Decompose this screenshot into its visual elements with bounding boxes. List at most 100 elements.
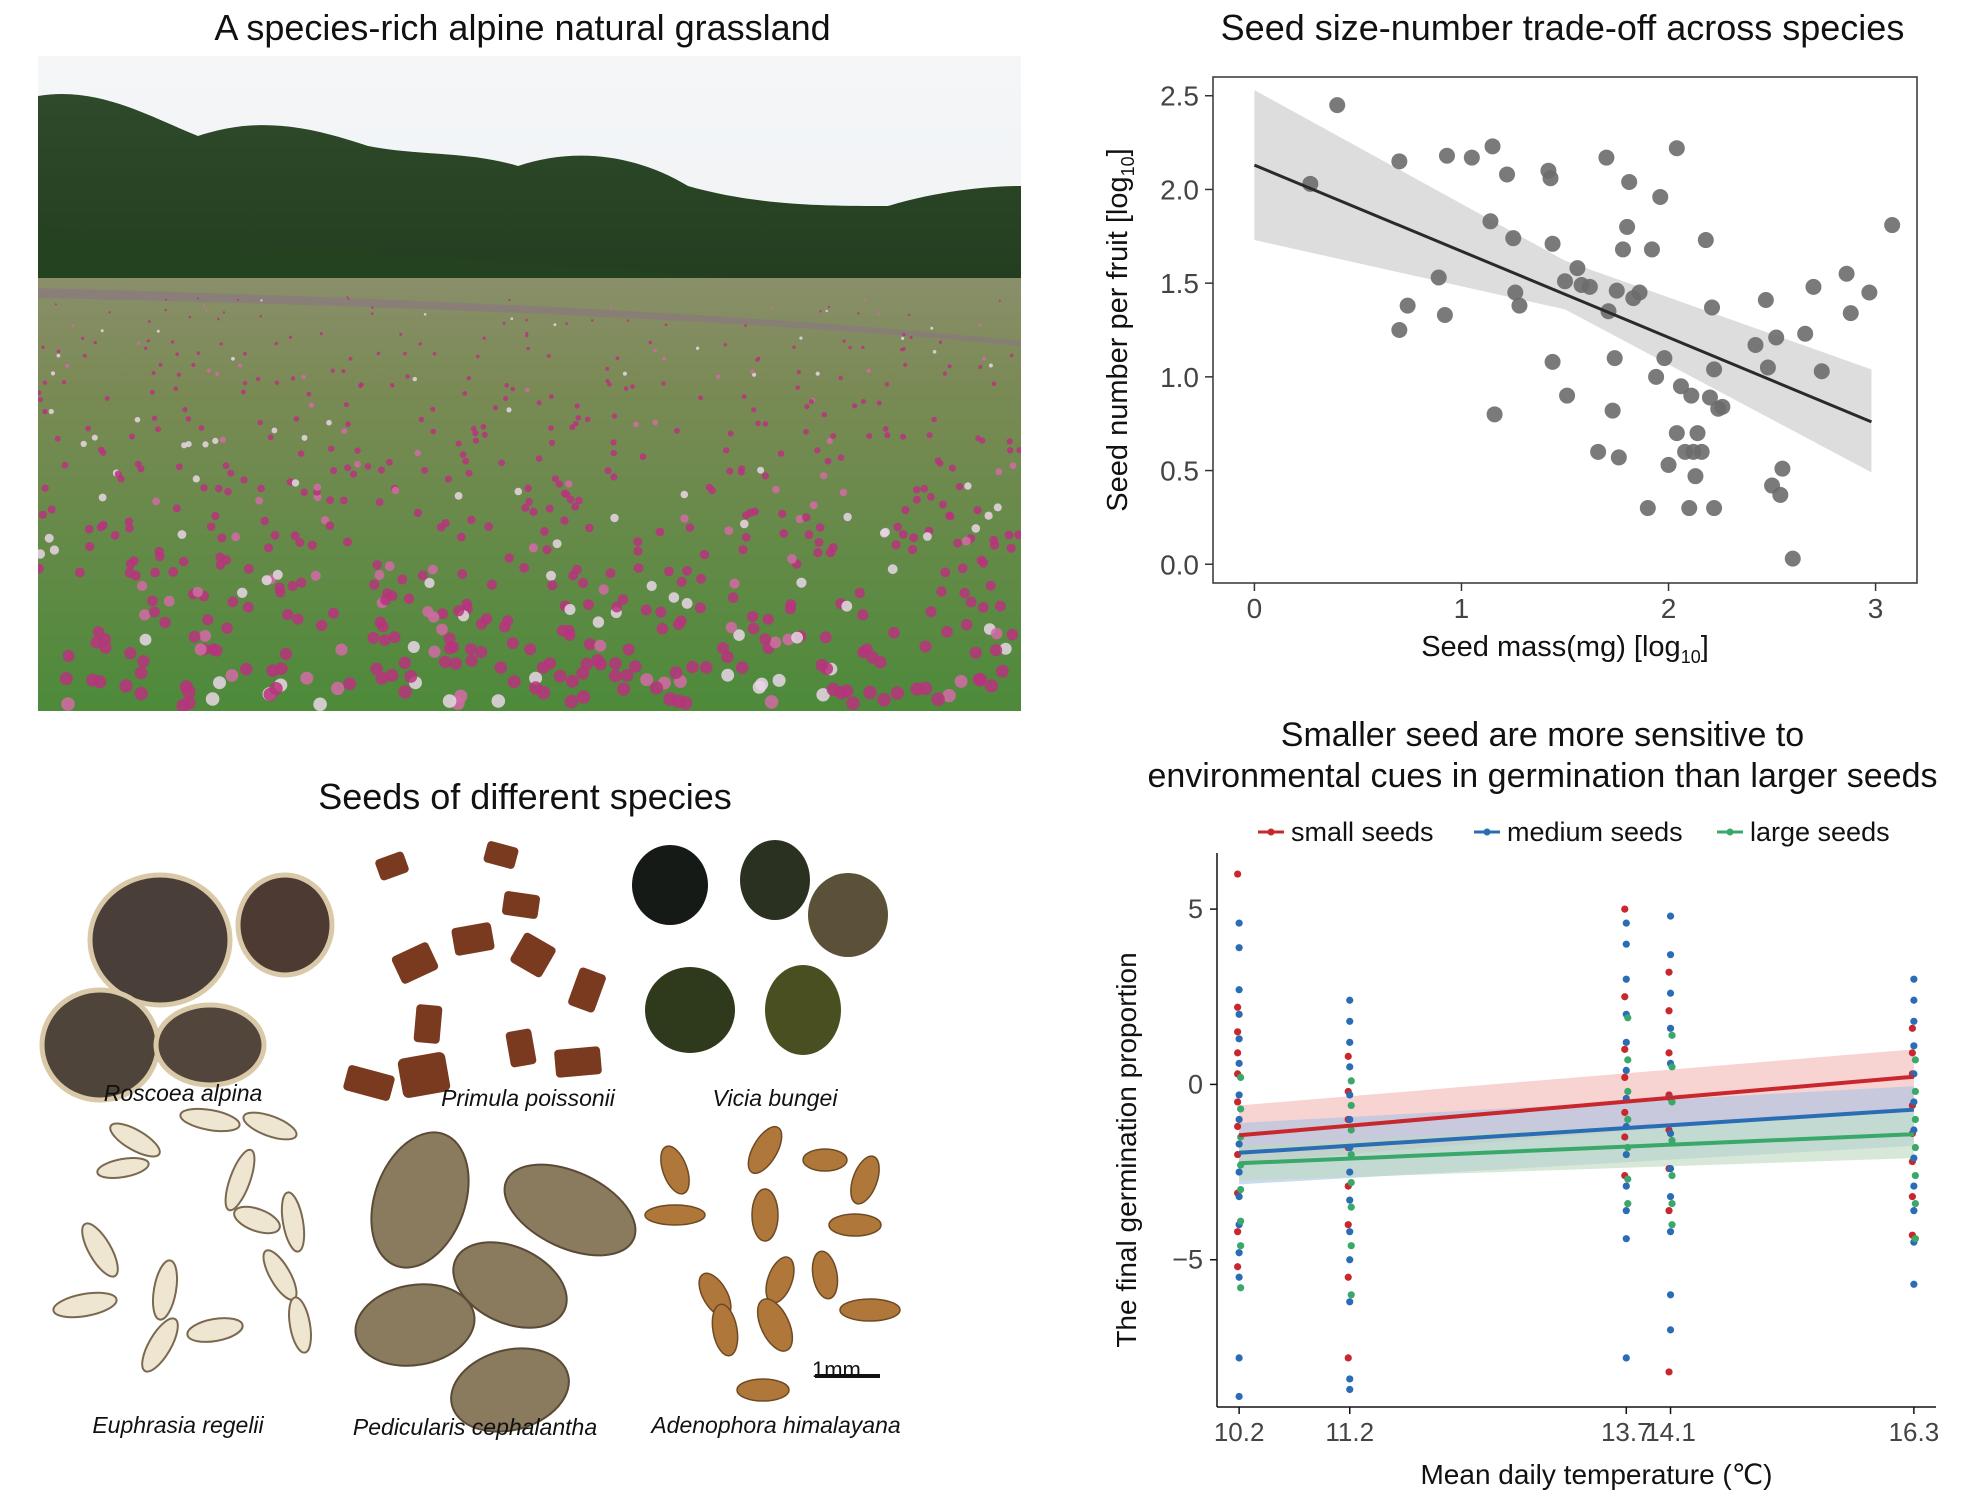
data-point bbox=[1463, 149, 1480, 166]
flower bbox=[343, 402, 349, 408]
flower bbox=[175, 352, 179, 357]
flower bbox=[609, 657, 622, 670]
data-point bbox=[1656, 350, 1673, 367]
flower bbox=[664, 323, 668, 327]
flower bbox=[61, 461, 69, 469]
x-tick-label: 10.2 bbox=[1214, 1417, 1265, 1447]
data-point bbox=[1621, 1108, 1629, 1117]
flower bbox=[375, 498, 384, 506]
x-tick-label: 13.7 bbox=[1601, 1417, 1652, 1447]
flower bbox=[272, 569, 283, 580]
data-point bbox=[1624, 1056, 1632, 1064]
data-point bbox=[1706, 361, 1723, 378]
flower bbox=[830, 433, 837, 439]
data-point bbox=[1237, 1242, 1245, 1250]
flower bbox=[267, 434, 274, 441]
flower bbox=[738, 465, 746, 473]
flower bbox=[461, 598, 473, 610]
flower bbox=[553, 669, 567, 683]
flower bbox=[484, 522, 494, 531]
flower-scatter bbox=[38, 296, 1021, 711]
data-point bbox=[1544, 235, 1561, 252]
x-tick-label: 3 bbox=[1868, 593, 1884, 624]
y-tick-label: 1.0 bbox=[1160, 362, 1199, 393]
flower bbox=[796, 577, 807, 588]
flower bbox=[877, 693, 891, 707]
plot-frame bbox=[1212, 76, 1918, 584]
flower bbox=[134, 416, 141, 423]
flower bbox=[529, 681, 543, 695]
data-point bbox=[1604, 402, 1621, 419]
flower bbox=[610, 449, 617, 457]
flower bbox=[384, 561, 395, 572]
flower bbox=[176, 372, 181, 377]
flower bbox=[42, 408, 48, 415]
flower bbox=[990, 644, 1003, 657]
flower bbox=[742, 511, 751, 520]
flower bbox=[506, 637, 519, 650]
flower bbox=[168, 566, 179, 577]
flower bbox=[866, 368, 871, 373]
flower bbox=[182, 685, 196, 699]
data-point bbox=[1235, 1091, 1243, 1099]
data-point bbox=[1666, 1193, 1675, 1201]
flower bbox=[553, 323, 557, 327]
flower bbox=[428, 564, 438, 575]
flower bbox=[525, 334, 529, 338]
flower bbox=[501, 615, 514, 627]
flower bbox=[424, 577, 435, 589]
flower bbox=[41, 345, 45, 349]
flower bbox=[181, 442, 188, 449]
flower bbox=[890, 686, 905, 700]
flower bbox=[481, 431, 488, 438]
x-tick-label: 14.1 bbox=[1645, 1417, 1696, 1447]
flower bbox=[803, 428, 809, 435]
flower bbox=[196, 351, 201, 355]
flower bbox=[453, 605, 465, 617]
flower bbox=[633, 421, 639, 428]
flower bbox=[457, 569, 468, 579]
flower bbox=[227, 596, 239, 608]
flower bbox=[370, 662, 383, 676]
flower bbox=[907, 544, 918, 555]
flower bbox=[901, 506, 910, 515]
flower bbox=[617, 594, 629, 605]
flower bbox=[838, 375, 843, 381]
data-point bbox=[1507, 284, 1524, 301]
flower bbox=[705, 483, 713, 491]
data-point bbox=[1704, 299, 1721, 316]
flower bbox=[486, 579, 497, 590]
flower bbox=[545, 504, 554, 513]
data-point bbox=[1608, 282, 1625, 299]
flower bbox=[136, 341, 141, 345]
flower bbox=[852, 403, 858, 409]
flower bbox=[84, 524, 94, 534]
flower bbox=[526, 346, 530, 351]
data-point bbox=[1624, 1175, 1632, 1183]
flower bbox=[959, 587, 970, 599]
flower bbox=[723, 447, 730, 454]
flower bbox=[555, 480, 563, 488]
flower bbox=[224, 487, 232, 496]
flower bbox=[594, 639, 607, 652]
flower bbox=[282, 609, 294, 621]
data-point bbox=[1747, 336, 1764, 353]
flower bbox=[504, 553, 514, 563]
flower bbox=[243, 351, 247, 356]
flower bbox=[462, 391, 468, 396]
flower bbox=[257, 484, 265, 493]
flower bbox=[331, 681, 345, 696]
flower bbox=[210, 644, 223, 657]
data-point bbox=[1610, 449, 1627, 466]
grassland-photo-svg bbox=[38, 56, 1021, 711]
flower bbox=[50, 371, 56, 376]
flower bbox=[403, 351, 407, 356]
flower bbox=[506, 407, 512, 413]
flower bbox=[354, 447, 361, 454]
regression-line bbox=[1253, 163, 1873, 424]
data-point bbox=[1237, 1186, 1245, 1194]
data-point bbox=[1235, 1354, 1243, 1362]
data-point bbox=[1346, 1115, 1354, 1124]
flower bbox=[56, 349, 61, 354]
flower bbox=[498, 459, 505, 467]
